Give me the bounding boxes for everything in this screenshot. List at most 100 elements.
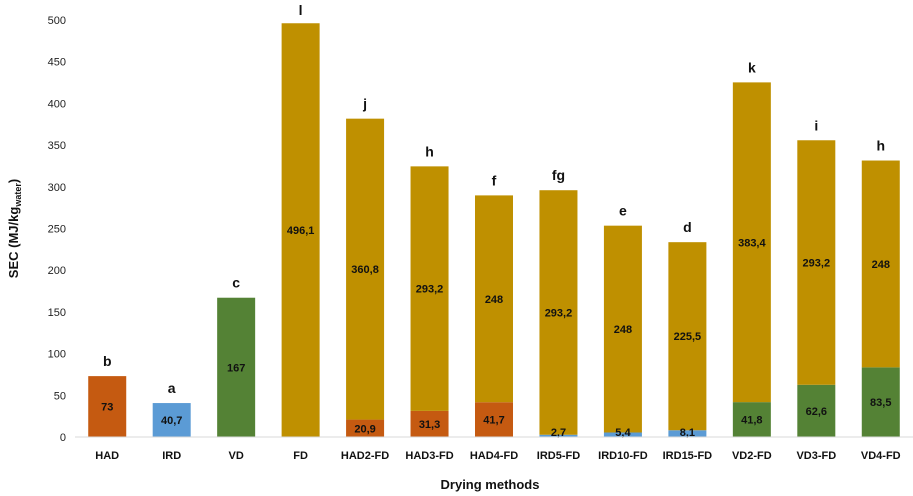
bar-group-vd3-fd: 293,2 62,6 i bbox=[797, 117, 836, 437]
fd-data-label: 248 bbox=[872, 259, 890, 271]
y-axis-title-main: SEC (MJ/kg bbox=[6, 207, 21, 279]
bar-group-fd: 496,1 l bbox=[281, 2, 320, 438]
bar-fd-segment bbox=[603, 225, 642, 433]
x-tick-label: HAD4-FD bbox=[470, 450, 518, 462]
significance-letter: c bbox=[232, 275, 240, 291]
fd-data-label: 248 bbox=[485, 294, 503, 306]
pretreatment-data-label: 167 bbox=[227, 362, 245, 374]
bar-group-ird10-fd: 248 5,4 e bbox=[603, 203, 642, 439]
significance-letter: a bbox=[168, 380, 176, 396]
bars-group: 73b40,7a167c496,1l360,820,9j293,231,3h24… bbox=[88, 2, 900, 439]
bar-fd-segment bbox=[410, 166, 449, 411]
pretreatment-data-label: 20,9 bbox=[354, 423, 375, 435]
y-axis-title: SEC (MJ/kgwater) bbox=[6, 179, 23, 278]
pretreatment-data-label: 8,1 bbox=[680, 427, 695, 439]
y-tick-label: 50 bbox=[54, 390, 66, 402]
bar-group-vd4-fd: 248 83,5 h bbox=[861, 138, 900, 437]
x-tick-label: FD bbox=[293, 450, 308, 462]
bar-pretreatment bbox=[539, 434, 578, 437]
bar-fd-segment bbox=[475, 195, 513, 403]
x-tick-label: HAD2-FD bbox=[341, 450, 389, 462]
bar-pretreatment bbox=[217, 297, 256, 437]
y-tick-label: 250 bbox=[48, 224, 66, 236]
x-tick-label: VD3-FD bbox=[796, 450, 836, 462]
bar-fd-segment bbox=[539, 190, 578, 435]
significance-letter: d bbox=[683, 219, 692, 235]
significance-letter: l bbox=[299, 2, 303, 18]
x-tick-label: HAD bbox=[95, 450, 119, 462]
x-tick-label: IRD bbox=[162, 450, 181, 462]
bar-group-had: 73 b bbox=[88, 353, 127, 437]
significance-letter: h bbox=[876, 138, 885, 154]
fd-data-label: 496,1 bbox=[287, 225, 315, 237]
pretreatment-data-label: 41,7 bbox=[483, 415, 504, 427]
bar-group-ird5-fd: 293,2 2,7 fg bbox=[539, 167, 578, 439]
bar-pretreatment bbox=[603, 432, 642, 437]
pretreatment-data-label: 41,8 bbox=[741, 415, 762, 427]
bar-group-ird15-fd: 225,5 8,1 d bbox=[668, 219, 707, 439]
bar-group-vd2-fd: 383,4 41,8 k bbox=[732, 59, 771, 437]
x-tick-label: IRD15-FD bbox=[663, 450, 713, 462]
y-tick-label: 0 bbox=[60, 432, 66, 444]
x-tick-label: VD2-FD bbox=[732, 450, 772, 462]
bar-pretreatment bbox=[861, 367, 900, 437]
pretreatment-data-label: 2,7 bbox=[551, 427, 566, 439]
pretreatment-data-label: 73 bbox=[101, 402, 113, 414]
y-tick-label: 150 bbox=[48, 307, 66, 319]
pretreatment-data-label: 62,6 bbox=[806, 406, 827, 418]
pretreatment-data-label: 31,3 bbox=[419, 419, 440, 431]
bar-pretreatment bbox=[410, 410, 449, 437]
significance-letter: h bbox=[425, 143, 434, 159]
fd-data-label: 293,2 bbox=[416, 284, 444, 296]
fd-data-label: 360,8 bbox=[351, 264, 379, 276]
bar-pretreatment bbox=[152, 403, 191, 437]
pretreatment-data-label: 40,7 bbox=[161, 415, 182, 427]
fd-data-label: 293,2 bbox=[803, 258, 831, 270]
x-tick-label: IRD5-FD bbox=[537, 450, 580, 462]
bar-fd-segment bbox=[346, 118, 385, 420]
bar-pretreatment bbox=[475, 402, 513, 437]
y-axis-title-end: ) bbox=[6, 179, 21, 183]
pretreatment-data-label: 83,5 bbox=[870, 397, 891, 409]
bar-fd-segment bbox=[281, 23, 320, 438]
significance-letter: k bbox=[748, 59, 756, 75]
y-tick-label: 500 bbox=[48, 15, 66, 27]
fd-data-label: 248 bbox=[614, 324, 632, 336]
y-tick-label: 300 bbox=[48, 182, 66, 194]
bar-group-had3-fd: 293,2 31,3 h bbox=[410, 143, 449, 437]
bar-pretreatment bbox=[668, 430, 707, 437]
y-tick-label: 400 bbox=[48, 98, 66, 110]
bar-pretreatment bbox=[732, 402, 771, 437]
significance-letter: j bbox=[362, 96, 367, 112]
fd-data-label: 293,2 bbox=[545, 307, 573, 319]
significance-letter: fg bbox=[552, 167, 565, 183]
bar-fd-segment bbox=[732, 82, 771, 403]
y-tick-label: 350 bbox=[48, 140, 66, 152]
bar-pretreatment bbox=[797, 384, 836, 437]
x-tick-label: VD bbox=[229, 450, 244, 462]
y-tick-label: 200 bbox=[48, 265, 66, 277]
y-tick-label: 450 bbox=[48, 57, 66, 69]
fd-data-label: 225,5 bbox=[674, 331, 702, 343]
bar-group-ird: 40,7 a bbox=[152, 380, 191, 437]
x-axis-title: Drying methods bbox=[441, 477, 540, 492]
y-axis: 0 50 100 150 200 250 300 350 400 450 500 bbox=[48, 15, 66, 444]
bar-group-had4-fd: 248 41,7 f bbox=[475, 172, 513, 437]
x-tick-label: VD4-FD bbox=[861, 450, 901, 462]
significance-letter: f bbox=[492, 172, 497, 188]
x-tick-label: IRD10-FD bbox=[598, 450, 648, 462]
significance-letter: b bbox=[103, 353, 112, 369]
bar-fd-segment bbox=[797, 140, 836, 385]
pretreatment-data-label: 5,4 bbox=[615, 427, 631, 439]
x-axis: HAD IRD VD FD HAD2-FD HAD3-FD HAD4-FD IRD5-FD IR… bbox=[75, 436, 913, 462]
y-tick-label: 100 bbox=[48, 349, 66, 361]
bar-fd-segment bbox=[861, 160, 900, 368]
significance-letter: i bbox=[814, 117, 818, 133]
bar-group-vd: 167 c bbox=[217, 275, 256, 437]
bar-pretreatment bbox=[88, 376, 127, 437]
bar-group-had2-fd: 360,8 20,9 j bbox=[346, 96, 385, 437]
significance-letter: e bbox=[619, 203, 627, 219]
fd-data-label: 383,4 bbox=[738, 237, 766, 249]
